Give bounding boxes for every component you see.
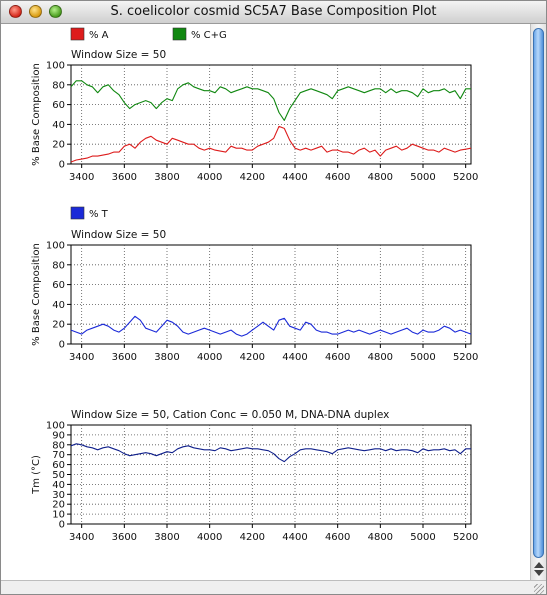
y-tick-label: 100 <box>46 61 65 72</box>
y-tick-label: 70 <box>52 450 65 461</box>
scroll-up-arrow-icon[interactable] <box>534 562 544 568</box>
x-tick-label: 4200 <box>240 172 265 183</box>
x-tick-label: 4200 <box>240 352 265 363</box>
x-tick-label: 3400 <box>69 532 94 543</box>
x-tick-label: 5000 <box>410 532 435 543</box>
x-tick-label: 4600 <box>325 172 350 183</box>
chart-1: % A % C+G Window Size = 50 0 20 40 60 80 100 3400… <box>31 27 478 183</box>
y-tick-label: 100 <box>46 421 65 432</box>
y-tick-label: 20 <box>52 320 65 331</box>
series-line-1 <box>70 125 472 163</box>
chart-title: Window Size = 50, Cation Conc = 0.050 M,… <box>71 409 389 421</box>
resize-grip-icon[interactable] <box>534 584 544 594</box>
y-tick-label: 0 <box>59 340 65 351</box>
x-tick-label: 4400 <box>282 532 307 543</box>
y-tick-label: 90 <box>52 430 65 441</box>
chart-title: Window Size = 50 <box>71 229 166 241</box>
y-tick-label: 30 <box>52 490 65 501</box>
y-tick-label: 100 <box>46 241 65 252</box>
x-tick-label: 3600 <box>112 352 137 363</box>
x-tick-label: 3400 <box>69 172 94 183</box>
x-tick-label: 4800 <box>368 532 393 543</box>
vertical-scroll-thumb[interactable] <box>533 28 544 558</box>
y-tick-label: 0 <box>59 520 65 531</box>
y-tick-label: 50 <box>52 470 65 481</box>
chart-title: Window Size = 50 <box>71 49 166 61</box>
y-tick-label: 20 <box>52 500 65 511</box>
y-tick-label: 80 <box>52 80 65 91</box>
x-tick-label: 4200 <box>240 532 265 543</box>
x-tick-label: 4400 <box>282 172 307 183</box>
y-tick-label: 80 <box>52 440 65 451</box>
series-line-1 <box>70 315 472 337</box>
legend-swatch-1 <box>70 206 85 220</box>
y-tick-label: 20 <box>52 140 65 151</box>
y-tick-label: 40 <box>52 480 65 491</box>
x-tick-label: 5200 <box>453 352 478 363</box>
y-tick-label: 80 <box>52 260 65 271</box>
x-tick-label: 5000 <box>410 352 435 363</box>
plot-frame <box>70 64 472 165</box>
x-tick-label: 4800 <box>368 352 393 363</box>
series-line-2 <box>70 80 471 121</box>
x-tick-label: 4800 <box>368 172 393 183</box>
x-tick-label: 3600 <box>112 532 137 543</box>
x-tick-label: 3800 <box>154 352 179 363</box>
x-tick-label: 4000 <box>197 172 222 183</box>
y-axis-label: % Base Composition <box>31 63 42 166</box>
plot-area: % A% C+G Window Size = 50 0 20 40 60 80 100 3400… <box>1 24 530 580</box>
x-tick-label: 4600 <box>325 352 350 363</box>
horizontal-scrollbar[interactable] <box>1 580 546 594</box>
legend-label-1: % T <box>89 209 109 220</box>
x-tick-label: 5200 <box>453 532 478 543</box>
chart-2: % T Window Size = 50 0 20 40 60 80 100 3400 3600 3… <box>31 206 478 363</box>
title-bar[interactable]: S. coelicolor cosmid SC5A7 Base Composit… <box>1 1 546 24</box>
zoom-button[interactable] <box>49 5 62 18</box>
x-tick-label: 3800 <box>154 532 179 543</box>
window-title: S. coelicolor cosmid SC5A7 Base Composit… <box>110 4 437 19</box>
x-tick-label: 3400 <box>69 352 94 363</box>
y-tick-label: 40 <box>52 120 65 131</box>
y-tick-label: 10 <box>52 510 65 521</box>
x-tick-label: 4400 <box>282 352 307 363</box>
x-tick-label: 5000 <box>410 172 435 183</box>
x-tick-label: 3600 <box>112 172 137 183</box>
x-tick-label: 3800 <box>154 172 179 183</box>
close-button[interactable] <box>9 5 22 18</box>
x-tick-label: 4000 <box>197 532 222 543</box>
legend-label-1: % A <box>89 30 109 41</box>
x-tick-label: 4600 <box>325 532 350 543</box>
y-axis-label: % Base Composition <box>31 243 42 346</box>
vertical-scrollbar[interactable] <box>530 24 546 580</box>
x-tick-label: 5200 <box>453 172 478 183</box>
y-tick-label: 40 <box>52 300 65 311</box>
y-tick-label: 60 <box>52 280 65 291</box>
plot-frame <box>70 244 472 345</box>
minimize-button[interactable] <box>29 5 42 18</box>
y-axis-label: Tm (°C) <box>31 455 42 495</box>
chart-3: Window Size = 50, Cation Conc = 0.050 M,… <box>31 409 478 543</box>
series-line-1 <box>70 443 471 463</box>
legend-swatch-1 <box>70 27 85 41</box>
y-tick-label: 60 <box>52 460 65 471</box>
y-tick-label: 0 <box>59 160 65 171</box>
y-tick-label: 60 <box>52 100 65 111</box>
x-tick-label: 4000 <box>197 352 222 363</box>
scroll-down-arrow-icon[interactable] <box>534 570 544 576</box>
legend-label-2: % C+G <box>191 30 227 41</box>
legend-swatch-2 <box>172 27 187 41</box>
